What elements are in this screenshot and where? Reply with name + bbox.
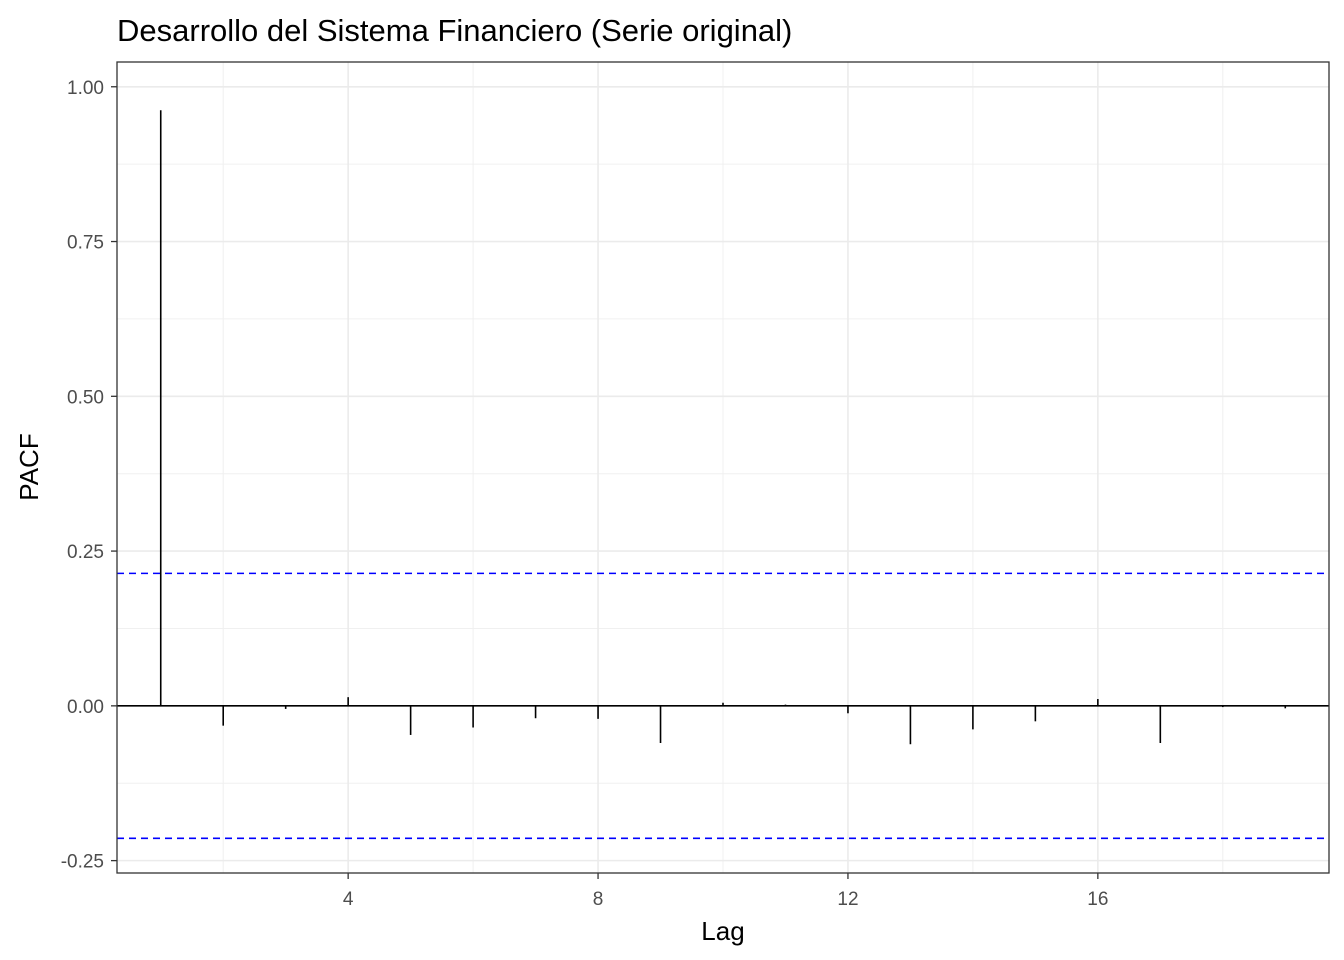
y-tick-label: 0.00 [67, 697, 104, 718]
y-axis-ticks: -0.25 0.00 0.25 0.50 0.75 1.00 [61, 78, 117, 873]
y-tick-label: 0.50 [67, 387, 104, 408]
x-axis-title: Lag [701, 916, 744, 946]
x-tick-label: 12 [837, 889, 858, 910]
x-tick-label: 8 [593, 889, 604, 910]
plot-panel-border [116, 61, 1330, 874]
y-tick-label: 1.00 [67, 78, 104, 99]
y-tick-label: 0.75 [67, 233, 104, 254]
minor-gridlines [117, 62, 1329, 873]
x-axis-ticks: 4 8 12 16 [343, 873, 1108, 910]
confidence-bounds [117, 572, 1329, 840]
pacf-bars [117, 110, 1329, 745]
y-axis-title: PACF [14, 433, 44, 500]
x-tick-label: 4 [343, 889, 354, 910]
x-tick-label: 16 [1087, 889, 1108, 910]
y-tick-label: 0.25 [67, 542, 104, 563]
chart-title: Desarrollo del Sistema Financiero (Serie… [117, 13, 792, 48]
y-tick-label: -0.25 [61, 852, 104, 873]
